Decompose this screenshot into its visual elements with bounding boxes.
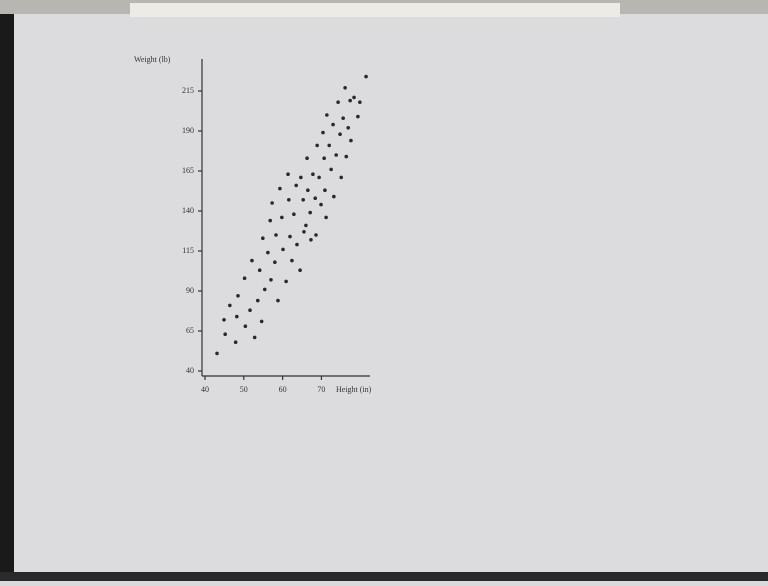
- y-tick-label: 90: [186, 286, 194, 295]
- point: [352, 95, 356, 100]
- point: [358, 100, 362, 104]
- point: [301, 198, 305, 202]
- x-tick-label: 70: [317, 385, 325, 394]
- point: [236, 294, 240, 298]
- point: [314, 233, 318, 237]
- point: [287, 198, 291, 202]
- point: [243, 324, 248, 329]
- point: [235, 314, 239, 319]
- point: [215, 351, 219, 356]
- point: [269, 278, 273, 282]
- point: [302, 230, 306, 234]
- y-tick-label: 165: [182, 166, 194, 175]
- point: [331, 122, 335, 127]
- point: [322, 156, 326, 160]
- point: [338, 132, 342, 136]
- point: [321, 130, 325, 135]
- point: [334, 153, 338, 157]
- point: [344, 154, 349, 159]
- y-axis-label: Weight (lb): [134, 55, 171, 64]
- point: [268, 218, 273, 223]
- point: [309, 238, 313, 242]
- point: [262, 287, 267, 292]
- y-tick-label: 140: [182, 206, 194, 215]
- point: [341, 116, 345, 120]
- point: [306, 188, 310, 192]
- point: [284, 279, 288, 284]
- point: [261, 236, 265, 240]
- scatter-chart: Weight (lb) Height (in) 40 65 90 115 140 165 1…: [134, 55, 372, 394]
- point: [276, 298, 280, 303]
- point: [257, 268, 262, 273]
- paper-strip: [130, 3, 620, 17]
- point: [305, 156, 309, 160]
- point: [325, 113, 329, 117]
- point: [273, 260, 277, 265]
- point: [294, 183, 299, 188]
- point: [299, 175, 303, 180]
- point: [233, 340, 238, 345]
- point: [327, 143, 331, 148]
- left-edge: [0, 0, 14, 581]
- point: [298, 268, 302, 273]
- x-tick-label: 60: [279, 385, 287, 394]
- point: [329, 167, 333, 172]
- point: [250, 258, 254, 263]
- point: [290, 258, 294, 263]
- point: [339, 175, 344, 180]
- point: [319, 202, 323, 207]
- point: [259, 319, 264, 324]
- x-tick-label: 50: [240, 385, 248, 394]
- point: [252, 335, 257, 340]
- point: [364, 74, 368, 79]
- point: [223, 332, 227, 337]
- point: [356, 114, 360, 119]
- point: [343, 86, 347, 90]
- point: [315, 143, 319, 148]
- point: [292, 212, 296, 216]
- point: [281, 247, 285, 252]
- y-tick-label: 65: [186, 326, 194, 335]
- x-axis-label: Height (in): [336, 385, 372, 394]
- y-tick-label: 115: [182, 246, 194, 255]
- point: [349, 138, 353, 143]
- point: [270, 201, 274, 205]
- point: [278, 186, 282, 191]
- point: [313, 196, 318, 200]
- point: [248, 308, 252, 313]
- point: [288, 234, 292, 239]
- point: [266, 250, 270, 255]
- point: [348, 98, 352, 103]
- point: [311, 172, 315, 176]
- x-tick-label: 40: [201, 385, 209, 394]
- point: [228, 303, 232, 308]
- y-tick-label: 190: [182, 126, 194, 135]
- y-tick-label: 215: [182, 86, 194, 95]
- point: [336, 100, 340, 104]
- point: [286, 172, 290, 176]
- y-tick-label: 40: [186, 366, 194, 375]
- point: [323, 188, 327, 192]
- point: [295, 242, 299, 247]
- point: [255, 298, 260, 303]
- point: [324, 215, 328, 220]
- bottom-edge: [0, 572, 768, 581]
- point: [280, 215, 284, 220]
- point: [332, 194, 336, 199]
- point: [304, 223, 308, 228]
- point: [222, 318, 226, 322]
- point: [346, 126, 351, 130]
- point: [242, 276, 247, 281]
- point: [317, 175, 321, 180]
- point: [308, 210, 312, 215]
- point: [274, 233, 278, 237]
